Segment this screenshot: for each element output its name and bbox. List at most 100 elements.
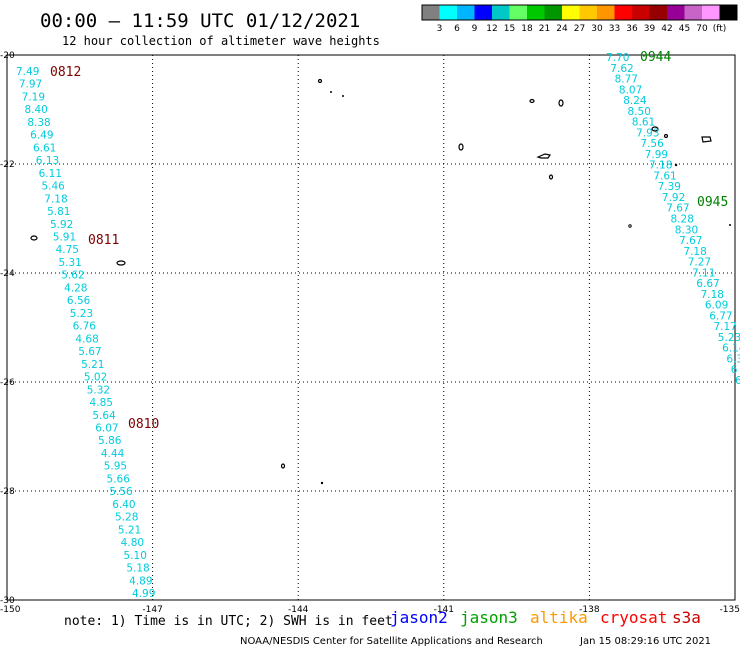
map-title: 00:00 – 11:59 UTC 01/12/2021 [40, 10, 360, 32]
scale-label: 3 [437, 24, 443, 34]
scale-swatch [579, 5, 597, 20]
wave-height-color-scale: 3 6 9 12 15 18 21 24 27 30 33 36 39 42 45 70 (ft) [421, 4, 738, 34]
wave-height-value: 4.89 [129, 575, 152, 587]
altimeter-pass-west: 7.497.977.198.408.386.496.616.136.115.46… [16, 66, 155, 600]
wave-height-value: 7.97 [19, 79, 42, 91]
scale-label: 21 [539, 24, 550, 34]
scale-label: 18 [521, 24, 533, 34]
wave-height-value: 7.11 [692, 267, 715, 279]
wave-height-value: 8.30 [675, 224, 698, 236]
wave-height-value: 7.67 [666, 203, 689, 215]
wave-height-value: 5.67 [78, 346, 101, 358]
scale-label: 12 [486, 24, 497, 34]
wave-height-value: 5.62 [61, 270, 84, 282]
scale-label: 33 [609, 24, 620, 34]
wave-height-value: 7.18 [683, 246, 706, 258]
island [30, 235, 38, 241]
wave-height-value: 7.70 [606, 52, 629, 64]
satellite-jason3: jason3 [460, 608, 518, 627]
wave-height-value: 5.32 [87, 384, 110, 396]
island [317, 78, 323, 84]
island [558, 99, 564, 107]
lon-tick-label: -138 [579, 605, 600, 615]
island [320, 481, 324, 485]
note-text: note: 1) Time is in UTC; 2) SWH is in fe… [64, 614, 393, 629]
map-frame [6, 54, 736, 601]
pass-time-label: 0945 [697, 195, 728, 210]
island [458, 143, 464, 151]
wave-height-value: 4.28 [64, 282, 87, 294]
scale-label: 27 [574, 24, 585, 34]
wave-height-value: 8.40 [24, 104, 47, 116]
wave-height-value: 6.77 [709, 310, 732, 322]
wave-height-value: 7.67 [679, 235, 702, 247]
wave-height-value: 6.3 [726, 353, 740, 365]
scale-label: 15 [504, 24, 515, 34]
island [663, 133, 669, 139]
scale-swatch [457, 5, 475, 20]
wave-height-value: 6.40 [112, 499, 135, 511]
wave-height-value: 6 [735, 375, 740, 387]
scale-label: 30 [591, 24, 603, 34]
wave-height-value: 5.46 [41, 181, 65, 193]
scale-label: 42 [661, 24, 672, 34]
pass-time-label: 0811 [88, 233, 119, 248]
wave-height-value: 8.38 [27, 117, 50, 129]
lat-lon-grid: -150 -147 -144 -141 -138 -135 -20 -22 -24 -26 -28 -… [0, 51, 740, 615]
lat-tick-label: -28 [0, 487, 15, 497]
wave-height-value: 4.68 [75, 333, 98, 345]
wave-height-value: 5.18 [126, 563, 149, 575]
pass-time-label: 0812 [50, 65, 81, 80]
scale-label: 36 [626, 24, 638, 34]
wave-height-value: 8.24 [623, 95, 647, 107]
scale-swatch [492, 5, 510, 20]
wave-height-value: 4.44 [101, 448, 125, 460]
scale-label: 45 [679, 24, 690, 34]
lat-tick-label: -20 [0, 51, 15, 61]
map-subtitle: 12 hour collection of altimeter wave hei… [62, 34, 380, 48]
lat-tick-label: -26 [0, 378, 15, 388]
lat-tick-label: -24 [0, 269, 15, 279]
wave-height-value: 7.49 [16, 66, 39, 78]
island [701, 136, 712, 143]
scale-swatch [474, 5, 492, 20]
scale-swatch [422, 5, 440, 20]
wave-height-value: 8.77 [615, 74, 638, 86]
scale-swatch [597, 5, 615, 20]
scale-label: 9 [472, 24, 478, 34]
wave-height-value: 7.27 [688, 257, 711, 269]
scale-swatch [509, 5, 527, 20]
satellite-legend: jason2 jason3 altika cryosat s3a [390, 608, 701, 627]
wave-height-value: 8.07 [619, 84, 642, 96]
scale-swatch [649, 5, 667, 20]
wave-height-value: 7.17 [714, 321, 737, 333]
wave-height-value: 8.28 [671, 214, 694, 226]
scale-label: 39 [644, 24, 656, 34]
scale-swatch [667, 5, 685, 20]
wave-height-value: 7.56 [640, 138, 664, 150]
wave-height-value: 6.49 [30, 130, 53, 142]
wave-height-value: 4.75 [56, 244, 79, 256]
satellite-altika: altika [530, 608, 588, 627]
lat-tick-label: -22 [0, 160, 15, 170]
island [729, 224, 731, 226]
wave-height-value: 7.19 [22, 91, 45, 103]
wave-height-value: 6.56 [67, 295, 91, 307]
island [529, 98, 535, 104]
lon-tick-label: -150 [0, 605, 21, 615]
scale-swatch [684, 5, 702, 20]
wave-height-value: 6.76 [73, 321, 97, 333]
lon-tick-label: -141 [434, 605, 454, 615]
wave-height-value: 6.14 [722, 343, 740, 355]
island [280, 463, 286, 469]
wave-height-value: 8.50 [628, 106, 651, 118]
wave-height-value: 7.39 [658, 181, 681, 193]
island [116, 260, 126, 266]
wave-height-value: 7.92 [662, 192, 685, 204]
wave-height-value: 4.99 [132, 588, 155, 600]
island [651, 126, 659, 132]
wave-height-value: 4.85 [90, 397, 113, 409]
wave-height-value: 7.93 [636, 127, 659, 139]
wave-height-value: 5.91 [53, 232, 76, 244]
